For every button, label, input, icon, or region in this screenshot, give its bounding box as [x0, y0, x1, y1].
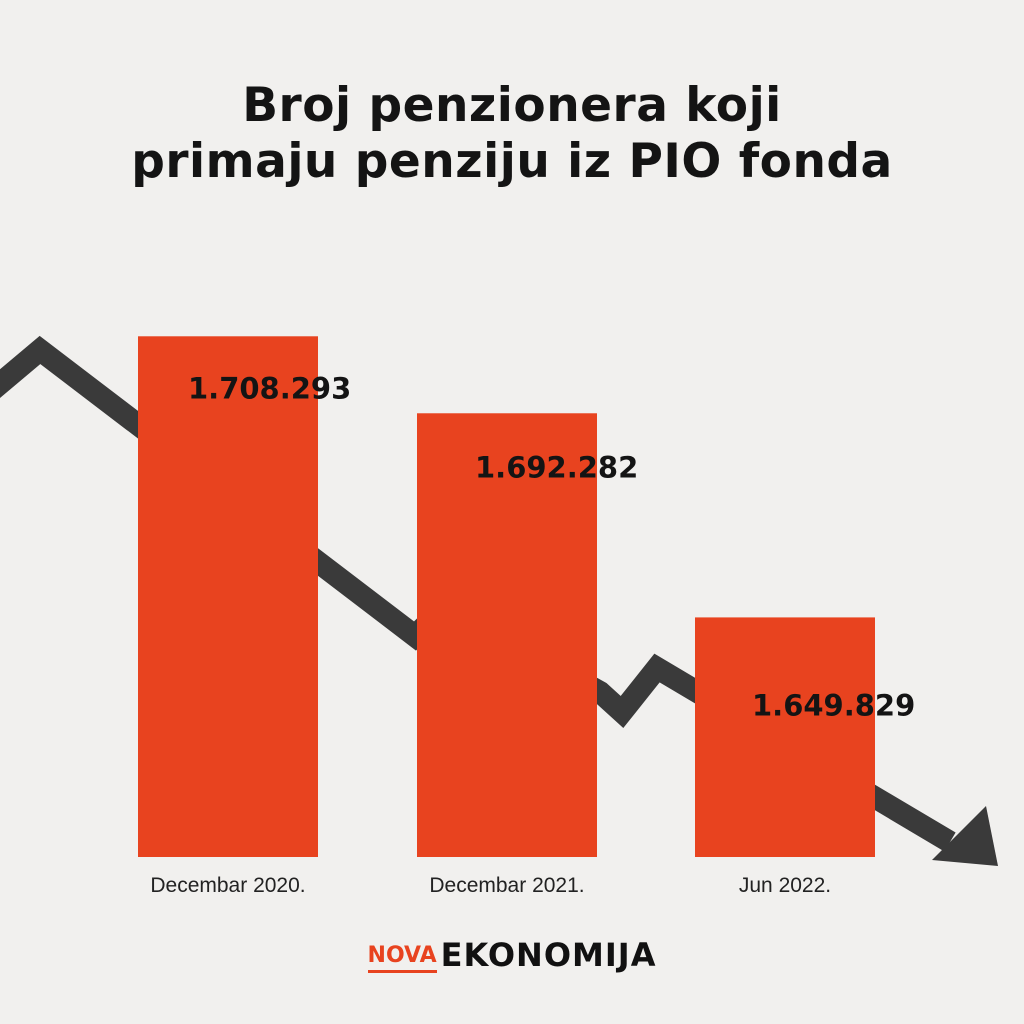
x-tick-label: Decembar 2020.	[150, 874, 305, 897]
title-line-2: primaju penziju iz PIO fonda	[131, 134, 893, 189]
logo: NOVA EKONOMIJA	[0, 936, 1024, 974]
logo-nova: NOVA	[367, 943, 437, 973]
x-tick-label: Jun 2022.	[739, 874, 831, 897]
bar-1	[138, 336, 318, 858]
data-label: 1.708.293	[188, 371, 351, 405]
chart-title: Broj penzionera koji primaju penziju iz …	[0, 78, 1024, 190]
x-tick-label: Decembar 2021.	[429, 874, 584, 897]
bar-3	[695, 617, 875, 857]
data-label: 1.692.282	[475, 450, 638, 484]
title-line-1: Broj penzionera koji	[242, 78, 782, 133]
logo-ekonomija: EKONOMIJA	[440, 936, 657, 974]
bar-2	[417, 413, 597, 857]
data-label: 1.649.829	[752, 688, 915, 722]
